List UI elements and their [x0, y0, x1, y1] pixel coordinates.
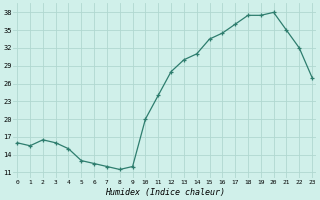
X-axis label: Humidex (Indice chaleur): Humidex (Indice chaleur): [105, 188, 225, 197]
